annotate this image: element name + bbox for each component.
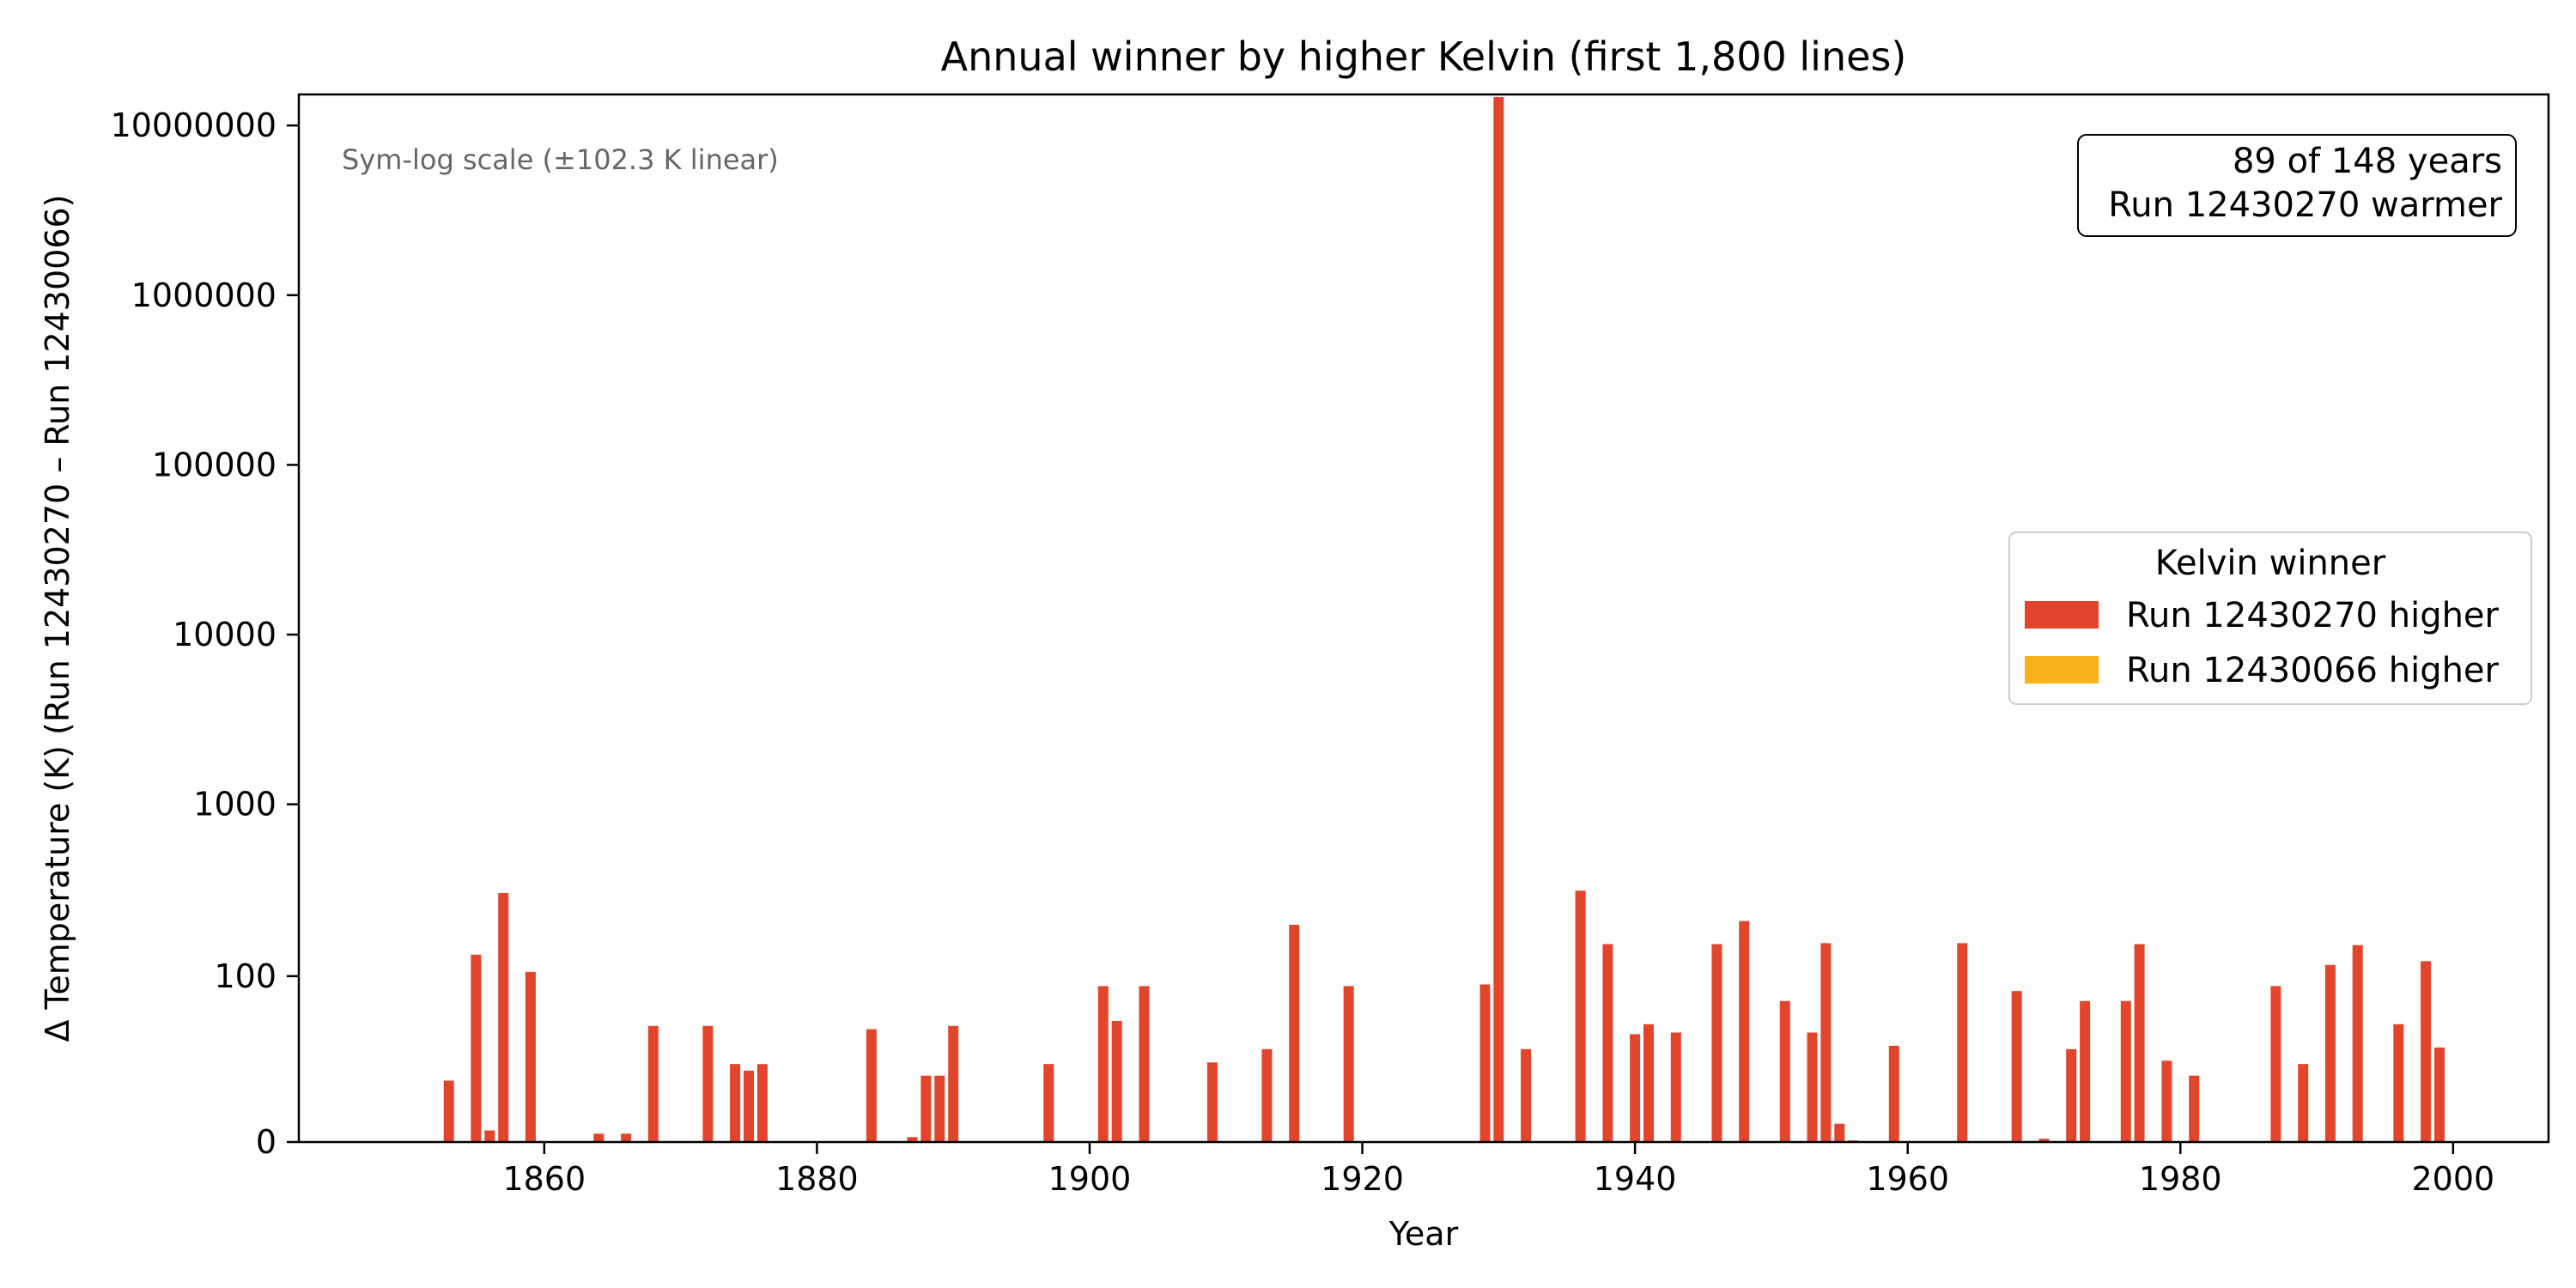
bar-1979 — [2161, 1060, 2172, 1142]
summary-line-2: Run 12430270 warmer — [2108, 185, 2502, 225]
legend: Kelvin winner Run 12430270 higher Run 12… — [2008, 532, 2532, 705]
bar-1902 — [1111, 1021, 1122, 1142]
bar-1981 — [2189, 1075, 2200, 1142]
y-tick-label-10000: 10000 — [173, 616, 276, 653]
bar-1998 — [2421, 961, 2432, 1142]
bar-1887 — [907, 1137, 918, 1142]
x-tick-label-1960: 1960 — [1866, 1160, 1949, 1198]
bar-1859 — [525, 971, 536, 1142]
bars-group — [443, 97, 2445, 1142]
x-tick-label-2000: 2000 — [2411, 1160, 2494, 1198]
bar-1930 — [1493, 97, 1504, 1142]
bar-1938 — [1602, 944, 1613, 1142]
bar-1996 — [2393, 1024, 2404, 1142]
bar-1977 — [2134, 944, 2145, 1142]
bar-1929 — [1479, 984, 1491, 1142]
bar-1889 — [934, 1075, 945, 1142]
y-tick-label-100: 100 — [214, 957, 276, 995]
bar-1959 — [1888, 1045, 1899, 1142]
bar-1989 — [2298, 1064, 2309, 1142]
bar-1864 — [593, 1133, 605, 1142]
x-axis-label: Year — [1388, 1215, 1459, 1253]
bar-1954 — [1820, 943, 1832, 1142]
legend-label-run-12430270: Run 12430270 higher — [2126, 596, 2500, 635]
y-axis-label: Δ Temperature (K) (Run 12430270 – Run 12… — [39, 194, 76, 1042]
bar-1901 — [1097, 986, 1109, 1142]
bar-1932 — [1521, 1048, 1532, 1142]
bar-1970 — [2038, 1139, 2050, 1142]
bar-1946 — [1711, 944, 1722, 1142]
bar-1872 — [702, 1025, 714, 1142]
x-tick-label-1860: 1860 — [502, 1160, 586, 1198]
bar-1904 — [1139, 986, 1150, 1142]
y-axis: 0 100 1000 10000 100000 1000000 10000000 — [111, 106, 299, 1161]
bar-1991 — [2324, 964, 2336, 1142]
x-tick-label-1980: 1980 — [2139, 1160, 2222, 1198]
summary-box: 89 of 148 years Run 12430270 warmer — [2077, 134, 2517, 237]
plot-frame — [297, 93, 2550, 1144]
bar-1919 — [1343, 986, 1354, 1142]
bar-1855 — [471, 954, 482, 1142]
bar-1884 — [866, 1029, 877, 1142]
bar-1940 — [1630, 1034, 1641, 1142]
bar-1876 — [756, 1064, 768, 1142]
y-tick-label-1000000: 1000000 — [131, 276, 276, 314]
summary-line-1: 89 of 148 years — [2233, 142, 2502, 181]
x-tick-label-1900: 1900 — [1048, 1160, 1132, 1198]
bar-1897 — [1043, 1064, 1054, 1142]
x-axis: 1860 1880 1900 1920 1940 1960 1980 2000 — [502, 1142, 2494, 1198]
y-tick-label-0: 0 — [256, 1123, 276, 1161]
scale-note: Sym-log scale (±102.3 K linear) — [342, 143, 779, 176]
legend-label-run-12430066: Run 12430066 higher — [2126, 651, 2500, 690]
bar-1868 — [647, 1025, 659, 1142]
bar-1866 — [621, 1133, 632, 1142]
bar-1857 — [498, 893, 509, 1142]
bar-1972 — [2066, 1048, 2077, 1142]
bar-1964 — [1957, 943, 1968, 1142]
legend-swatch-run-12430066 — [2025, 656, 2099, 683]
y-tick-label-10000000: 10000000 — [111, 106, 276, 144]
bar-1941 — [1643, 1024, 1654, 1142]
bar-1993 — [2352, 945, 2363, 1142]
bar-1999 — [2434, 1047, 2445, 1142]
bar-1913 — [1261, 1048, 1273, 1142]
bar-1987 — [2270, 986, 2281, 1142]
bar-1874 — [730, 1064, 741, 1142]
bar-1856 — [484, 1130, 495, 1142]
x-tick-label-1880: 1880 — [775, 1160, 859, 1198]
bar-1909 — [1206, 1062, 1218, 1142]
bar-1943 — [1670, 1032, 1681, 1142]
bar-1875 — [744, 1070, 754, 1142]
bar-1953 — [1807, 1032, 1818, 1142]
bar-1976 — [2120, 1000, 2131, 1142]
bar-1936 — [1575, 890, 1586, 1142]
bar-1888 — [920, 1075, 932, 1142]
bar-1948 — [1739, 920, 1750, 1142]
bar-1853 — [443, 1080, 454, 1142]
y-tick-label-1000: 1000 — [193, 786, 276, 823]
bar-1890 — [948, 1025, 959, 1142]
chart-title: Annual winner by higher Kelvin (first 1,… — [941, 33, 1907, 80]
bar-1915 — [1289, 925, 1300, 1142]
legend-swatch-run-12430270 — [2025, 601, 2099, 629]
bar-1968 — [2011, 991, 2022, 1142]
bar-1955 — [1834, 1123, 1845, 1142]
bar-1973 — [2080, 1000, 2091, 1142]
bar-1951 — [1779, 1000, 1790, 1142]
x-tick-label-1920: 1920 — [1321, 1160, 1404, 1198]
x-tick-label-1940: 1940 — [1594, 1160, 1677, 1198]
legend-title: Kelvin winner — [2155, 544, 2386, 583]
y-tick-label-100000: 100000 — [152, 446, 276, 483]
